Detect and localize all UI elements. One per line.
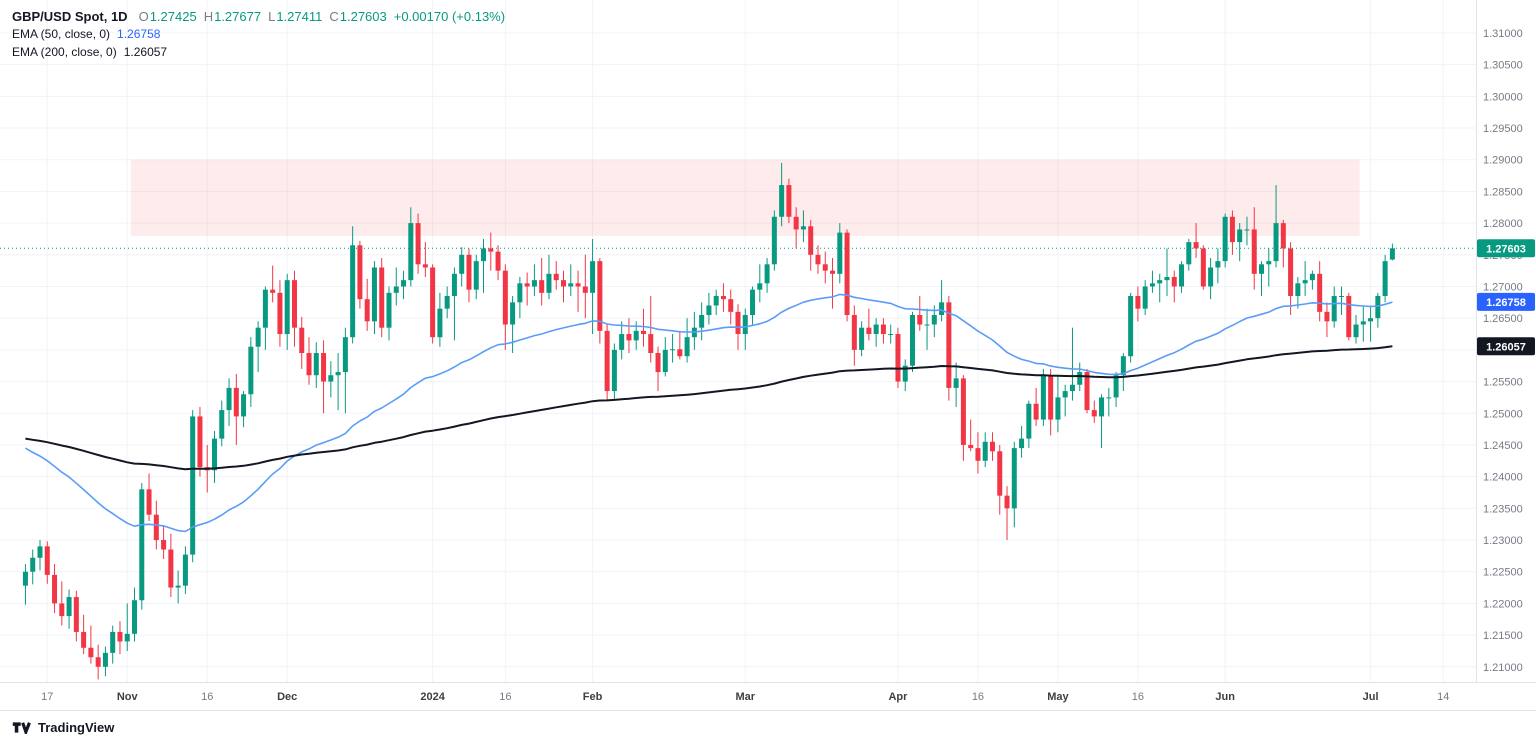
ema50-value: 1.26758: [117, 27, 160, 41]
svg-text:16: 16: [972, 691, 984, 703]
chart-window: 1.31000 1.30500 1.30000 1.29500 1.29000 1.285…: [0, 0, 1536, 744]
svg-text:Nov: Nov: [117, 691, 139, 703]
svg-text:1.27000: 1.27000: [1483, 281, 1523, 293]
open-value: 1.27425: [150, 9, 197, 24]
ema200-value: 1.26057: [124, 45, 167, 59]
open-label: O: [139, 9, 149, 24]
svg-text:1.31000: 1.31000: [1483, 28, 1523, 40]
time-axis[interactable]: 17 Nov 16 Dec 2024 16 Feb Mar Apr 16 May 16 Jun Jul 14: [41, 691, 1449, 703]
svg-text:16: 16: [201, 691, 213, 703]
svg-text:1.21000: 1.21000: [1483, 662, 1523, 674]
svg-text:Dec: Dec: [277, 691, 297, 703]
svg-text:May: May: [1047, 691, 1069, 703]
symbol-row: GBP/USD Spot, 1D O1.27425 H1.27677 L1.27411…: [12, 8, 505, 25]
low-label: L: [268, 9, 275, 24]
svg-text:1.25000: 1.25000: [1483, 408, 1523, 420]
indicator-ema200[interactable]: EMA (200, close, 0) 1.26057: [12, 44, 505, 61]
footer-bar: TradingView: [0, 710, 1536, 744]
svg-text:1.27603: 1.27603: [1486, 243, 1526, 255]
svg-text:1.24000: 1.24000: [1483, 472, 1523, 484]
svg-text:1.26758: 1.26758: [1486, 297, 1526, 309]
svg-text:1.30500: 1.30500: [1483, 60, 1523, 72]
ohlc-readout: O1.27425 H1.27677 L1.27411 C1.27603 +0.00170…: [132, 9, 505, 24]
svg-text:14: 14: [1437, 691, 1449, 703]
svg-text:17: 17: [41, 691, 53, 703]
svg-text:1.30000: 1.30000: [1483, 91, 1523, 103]
svg-text:Feb: Feb: [583, 691, 603, 703]
high-label: H: [204, 9, 213, 24]
chart-legend: GBP/USD Spot, 1D O1.27425 H1.27677 L1.27411…: [12, 8, 505, 61]
svg-text:Mar: Mar: [735, 691, 755, 703]
svg-text:1.21500: 1.21500: [1483, 630, 1523, 642]
svg-text:1.22000: 1.22000: [1483, 598, 1523, 610]
indicator-ema50[interactable]: EMA (50, close, 0) 1.26758: [12, 26, 505, 43]
svg-text:1.26057: 1.26057: [1486, 341, 1526, 353]
tradingview-brand[interactable]: TradingView: [38, 720, 114, 735]
svg-text:2024: 2024: [420, 691, 445, 703]
svg-text:Apr: Apr: [888, 691, 908, 703]
candles-layer: [23, 163, 1395, 680]
svg-text:1.22500: 1.22500: [1483, 567, 1523, 579]
svg-text:1.23000: 1.23000: [1483, 535, 1523, 547]
high-value: 1.27677: [214, 9, 261, 24]
ema200-label: EMA (200, close, 0): [12, 45, 117, 59]
svg-text:1.25500: 1.25500: [1483, 377, 1523, 389]
close-label: C: [329, 9, 338, 24]
svg-text:16: 16: [1132, 691, 1144, 703]
svg-text:1.29500: 1.29500: [1483, 123, 1523, 135]
svg-text:1.28500: 1.28500: [1483, 186, 1523, 198]
svg-text:Jul: Jul: [1363, 691, 1379, 703]
svg-text:Jun: Jun: [1215, 691, 1235, 703]
tradingview-logo[interactable]: [12, 721, 31, 734]
svg-text:1.23500: 1.23500: [1483, 503, 1523, 515]
chart-pane[interactable]: 1.31000 1.30500 1.30000 1.29500 1.29000 1.285…: [0, 0, 1536, 715]
low-value: 1.27411: [276, 9, 322, 24]
price-chart-svg[interactable]: 1.31000 1.30500 1.30000 1.29500 1.29000 1.285…: [0, 0, 1536, 710]
symbol-title[interactable]: GBP/USD Spot, 1D: [12, 9, 128, 24]
svg-text:16: 16: [499, 691, 511, 703]
svg-text:1.26500: 1.26500: [1483, 313, 1523, 325]
change-value: +0.00170 (+0.13%): [394, 9, 505, 24]
svg-text:1.28000: 1.28000: [1483, 218, 1523, 230]
close-value: 1.27603: [340, 9, 387, 24]
svg-text:1.24500: 1.24500: [1483, 440, 1523, 452]
supply-zone: [131, 160, 1360, 236]
ema50-label: EMA (50, close, 0): [12, 27, 110, 41]
svg-text:1.29000: 1.29000: [1483, 155, 1523, 167]
